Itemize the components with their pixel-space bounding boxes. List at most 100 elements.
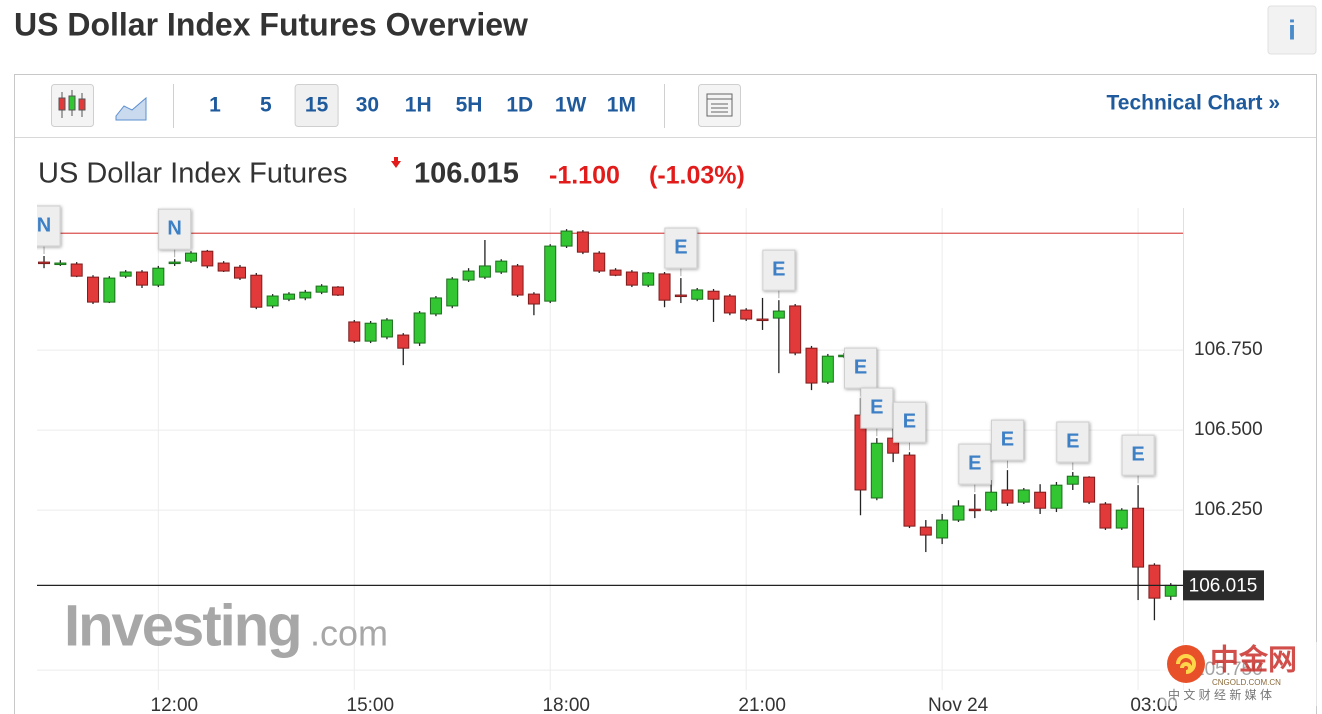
candle-body <box>1148 564 1161 599</box>
candle-body <box>135 271 148 286</box>
event-label[interactable]: E <box>1001 428 1014 450</box>
candle-body <box>789 305 802 354</box>
candle-body <box>54 262 67 266</box>
price-change-percent: (-1.03%) <box>649 162 745 190</box>
interval-button[interactable]: 5 <box>260 94 272 117</box>
technical-chart-link[interactable]: Technical Chart » <box>1107 92 1281 115</box>
event-marker[interactable] <box>958 443 992 485</box>
interval-button[interactable]: 1H <box>405 94 432 117</box>
layout-icon <box>706 93 733 117</box>
candle-body <box>985 491 998 511</box>
candle-body <box>478 265 491 278</box>
watermark-suffix: .com <box>310 613 388 654</box>
interval-button[interactable]: 1W <box>555 94 587 117</box>
event-marker[interactable] <box>158 208 192 250</box>
candle-body <box>576 231 589 253</box>
candle-body <box>511 265 524 296</box>
y-tick-label: 106.750 <box>1194 339 1263 360</box>
event-marker[interactable] <box>892 401 926 443</box>
candle-icon <box>58 90 86 118</box>
interval-button[interactable]: 1D <box>506 94 533 117</box>
candle-body <box>560 230 573 247</box>
candle-body <box>1083 476 1096 503</box>
candle-body <box>315 285 328 293</box>
toolbar: Technical Chart » 1 5 15 30 1H 5H 1D 1W 1M <box>51 84 1281 128</box>
y-tick-label: 106.500 <box>1194 419 1263 440</box>
event-label[interactable]: E <box>674 236 687 258</box>
candle-body <box>919 526 932 536</box>
candle-body <box>740 309 753 320</box>
candle-body <box>331 286 344 296</box>
candle-body <box>397 334 410 349</box>
candle-body <box>691 289 704 300</box>
event-label[interactable]: E <box>1066 430 1079 452</box>
logo-name: 中金网 <box>1210 643 1297 677</box>
event-marker[interactable] <box>843 347 877 389</box>
page-title: US Dollar Index Futures Overview <box>14 6 528 42</box>
candle-body <box>658 273 671 301</box>
candle-body <box>233 266 246 279</box>
candle-body <box>462 270 475 281</box>
interval-button[interactable]: 30 <box>356 94 379 117</box>
cngold-logo: 中金网 CNGOLD.COM.CN 中 文 财 经 新 媒 体 <box>1160 642 1320 706</box>
event-label[interactable]: E <box>1131 443 1144 465</box>
candle-body <box>380 319 393 338</box>
candle-body <box>168 261 181 265</box>
candle-body <box>903 454 916 527</box>
y-tick-label: 106.250 <box>1194 499 1263 520</box>
line-chart-button[interactable] <box>115 96 147 121</box>
watermark: Investing .com <box>64 593 388 658</box>
chart-panel <box>14 74 1317 714</box>
interval-button[interactable]: 1 <box>209 94 221 117</box>
event-marker[interactable] <box>664 227 698 269</box>
change-arrow <box>391 157 401 168</box>
x-tick-label: 15:00 <box>347 695 395 714</box>
interval-button[interactable]: 5H <box>456 94 483 117</box>
event-label[interactable]: E <box>854 356 867 378</box>
candle-body <box>952 505 965 521</box>
candle-body <box>495 260 508 273</box>
event-marker[interactable] <box>1056 421 1090 463</box>
candle-body <box>250 274 263 308</box>
logo-site: CNGOLD.COM.CN <box>1212 678 1281 687</box>
interval-selected[interactable] <box>294 84 339 127</box>
candle-body <box>1050 484 1063 509</box>
event-marker[interactable] <box>762 249 796 291</box>
candle-body <box>282 293 295 300</box>
candle-body <box>184 252 197 262</box>
candle-body <box>446 278 459 307</box>
event-marker[interactable] <box>860 387 894 429</box>
candle-body <box>1017 489 1030 503</box>
candle-body <box>936 519 949 539</box>
event-label[interactable]: E <box>968 452 981 474</box>
candle-body <box>70 263 83 277</box>
watermark-brand: Investing <box>64 593 301 658</box>
candle-body <box>1164 584 1177 597</box>
event-label[interactable]: E <box>903 410 916 432</box>
event-label[interactable]: E <box>870 396 883 418</box>
event-label[interactable]: E <box>772 258 785 280</box>
event-marker[interactable] <box>1121 434 1155 476</box>
info-button[interactable] <box>1267 5 1317 55</box>
event-marker[interactable] <box>990 419 1024 461</box>
event-label[interactable]: N <box>167 217 181 239</box>
candle-body <box>707 290 720 300</box>
candle-body <box>266 295 279 307</box>
info-icon[interactable]: i <box>1288 14 1296 45</box>
event-marker[interactable] <box>28 205 61 247</box>
candle-body <box>593 252 606 272</box>
interval-button[interactable]: 1M <box>607 94 636 117</box>
candle-body <box>1066 475 1079 485</box>
candle-body <box>527 293 540 305</box>
candle-body <box>201 250 214 267</box>
candle-body <box>299 291 312 299</box>
logo-slogan: 中 文 财 经 新 媒 体 <box>1168 687 1272 702</box>
candle-body <box>609 269 622 276</box>
interval-button[interactable]: 15 <box>305 94 329 117</box>
candle-body <box>217 262 230 272</box>
layout-button[interactable] <box>698 84 741 127</box>
candle-body <box>805 347 818 384</box>
event-label[interactable]: N <box>37 214 51 236</box>
candle-body <box>1034 491 1047 509</box>
